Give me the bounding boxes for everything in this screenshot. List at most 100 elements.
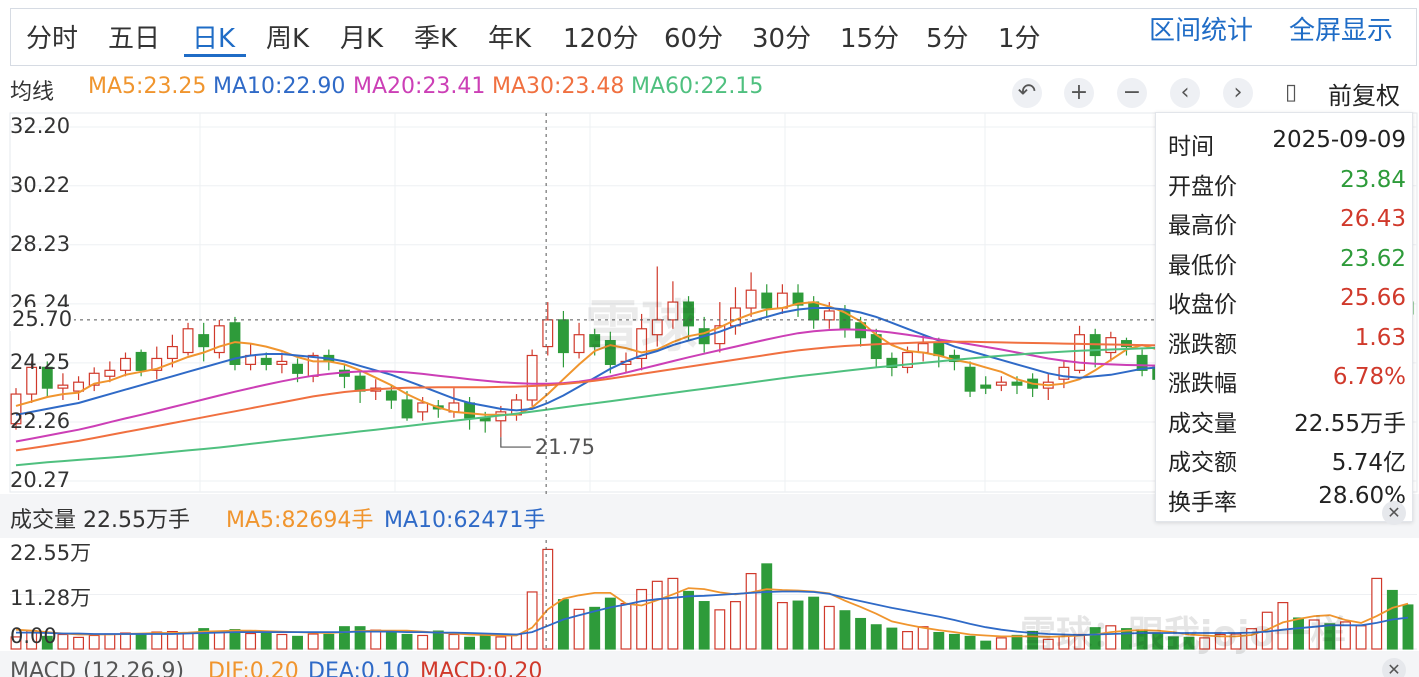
candle-body	[104, 369, 116, 377]
volume-bar	[1167, 636, 1179, 650]
volume-bar	[620, 602, 632, 650]
candle-body	[1136, 354, 1148, 371]
volume-bar	[385, 631, 397, 650]
candle-body	[10, 393, 22, 425]
volume-bar	[1027, 630, 1039, 650]
volume-bar	[604, 597, 616, 650]
volume-bar	[229, 629, 241, 650]
info-label: 涨跌幅	[1168, 371, 1237, 397]
volume-bar	[1011, 634, 1023, 650]
price-tick-label: 20.27	[10, 468, 71, 492]
zoom-out-icon[interactable]: −	[1117, 78, 1147, 108]
zoom-in-icon[interactable]: +	[1064, 78, 1094, 108]
fullscreen-button[interactable]: 全屏显示	[1289, 16, 1394, 46]
info-value: 5.74亿	[1331, 450, 1406, 476]
volume-bar	[73, 636, 85, 650]
info-row: 时间 2025-09-09	[1156, 123, 1414, 161]
undo-icon[interactable]: ↶	[1012, 78, 1042, 108]
close-info-icon[interactable]: ✕	[1382, 501, 1406, 525]
volume-ma10-line	[16, 590, 1409, 636]
range-stats-button[interactable]: 区间统计	[1149, 16, 1254, 46]
candle-body	[636, 328, 648, 360]
volume-bar	[714, 609, 726, 650]
candle-body	[1121, 340, 1132, 348]
volume-bar	[745, 572, 757, 650]
candle-body	[57, 384, 69, 389]
tab-8[interactable]: 60分	[664, 24, 724, 54]
ma-legend-item: MA5:23.25	[88, 74, 207, 99]
candle-body	[964, 366, 976, 392]
candle-info-panel: 时间 2025-09-09 开盘价 23.84 最高价 26.43 最低价 23.62 收盘价 2…	[1155, 112, 1414, 525]
info-value: 22.55万手	[1294, 410, 1406, 437]
volume-bar	[902, 630, 913, 650]
volume-bar	[1277, 601, 1289, 650]
candle-body	[573, 334, 585, 354]
candle-body	[792, 292, 804, 306]
volume-bar	[1293, 617, 1304, 650]
candle-body	[73, 381, 85, 392]
volume-ma10: MA10:62471手	[384, 508, 546, 533]
volume-bar	[948, 633, 960, 650]
tab-3[interactable]: 周K	[266, 24, 310, 54]
volume-bar	[511, 633, 522, 650]
volume-bar	[589, 606, 601, 650]
volume-tick-label: 0.00	[10, 624, 57, 648]
tab-2[interactable]: 日K	[192, 24, 236, 54]
active-tab-underline	[184, 54, 246, 57]
tab-5[interactable]: 季K	[414, 24, 458, 54]
volume-bar	[557, 599, 569, 650]
chevron-left-icon[interactable]: ‹	[1170, 78, 1200, 108]
fuquan-selector[interactable]: 前复权	[1328, 82, 1400, 110]
tab-4[interactable]: 月K	[340, 24, 384, 54]
price-tick-label: 30.22	[10, 172, 71, 197]
volume-bar	[651, 580, 663, 650]
chevron-right-icon[interactable]: ›	[1223, 78, 1253, 108]
volume-bar	[104, 633, 116, 650]
info-label: 成交量	[1168, 410, 1237, 437]
ma-legend-item: MA30:23.48	[492, 74, 625, 99]
volume-bar	[1308, 619, 1320, 650]
candle-body	[26, 366, 38, 395]
volume-bar	[245, 632, 257, 650]
close-macd-icon[interactable]: ✕	[1382, 658, 1406, 677]
volume-bar	[1152, 633, 1164, 650]
tab-1[interactable]: 五日	[108, 24, 161, 54]
crosshair-price-label: 25.70	[10, 306, 75, 331]
watermark-center: 雪球	[585, 295, 697, 360]
tab-6[interactable]: 年K	[488, 24, 532, 54]
volume-bar	[636, 588, 648, 650]
volume-bar	[1339, 621, 1351, 650]
volume-bar	[980, 640, 992, 650]
candle-body	[292, 363, 303, 374]
ma-legend-item: MA10:22.90	[213, 74, 346, 99]
volume-bar	[1214, 633, 1226, 650]
candle-body	[88, 372, 100, 386]
volume-bar	[808, 596, 820, 650]
info-label: 时间	[1168, 134, 1214, 160]
tab-12[interactable]: 1分	[998, 24, 1041, 54]
candle-body	[1058, 366, 1070, 380]
tab-9[interactable]: 30分	[752, 24, 812, 54]
tab-7[interactable]: 120分	[563, 24, 639, 54]
volume-bar	[417, 634, 429, 650]
volume-bar	[1230, 633, 1242, 650]
tab-0[interactable]: 分时	[26, 24, 79, 54]
candle-body	[886, 357, 898, 368]
info-row: 收盘价 25.66	[1156, 281, 1414, 319]
volume-bar	[464, 636, 476, 650]
candle-body	[166, 345, 178, 360]
tab-10[interactable]: 15分	[840, 24, 900, 54]
macd-dea: DEA:0.10	[308, 659, 410, 677]
low-marker-bracket	[500, 437, 531, 448]
volume-bar	[370, 629, 382, 650]
info-value: 25.66	[1340, 285, 1406, 311]
volume-tick-label: 22.55万	[10, 541, 92, 565]
candle-body	[933, 343, 945, 357]
tab-11[interactable]: 5分	[926, 24, 969, 54]
volume-bar	[10, 636, 22, 650]
info-value: 26.43	[1340, 206, 1406, 232]
candle-icon[interactable]: ▯	[1284, 80, 1298, 105]
candle-body	[401, 399, 413, 419]
price-tick-label: 28.23	[10, 231, 71, 256]
